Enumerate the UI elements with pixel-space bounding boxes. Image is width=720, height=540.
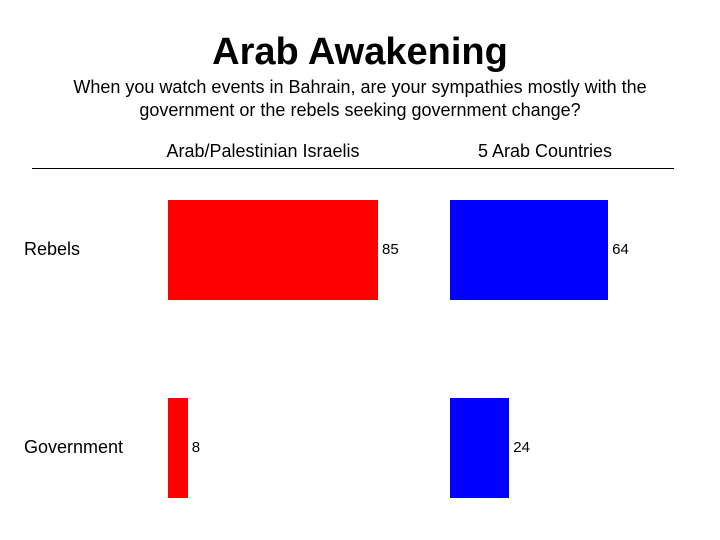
chart-subtitle: When you watch events in Bahrain, are yo… — [73, 77, 647, 120]
series-header-5-arab-countries: 5 Arab Countries — [477, 141, 613, 161]
data-label-arab-palestinian-israelis-rebels: 85 — [382, 241, 399, 258]
chart-title: Arab Awakening — [212, 31, 508, 73]
bar-5-arab-countries-government — [450, 398, 510, 498]
data-label-arab-palestinian-israelis-government: 8 — [191, 439, 201, 456]
bar-5-arab-countries-rebels — [450, 200, 609, 300]
category-label-government: Government — [24, 437, 124, 457]
series-header-arab-palestinian-israelis: Arab/Palestinian Israelis — [166, 141, 360, 161]
data-label-5-arab-countries-rebels: 64 — [612, 241, 629, 258]
bar-arab-palestinian-israelis-government — [168, 398, 188, 498]
category-label-rebels: Rebels — [24, 239, 81, 259]
data-label-5-arab-countries-government: 24 — [513, 439, 530, 456]
bar-arab-palestinian-israelis-rebels — [168, 200, 378, 300]
header-divider — [32, 168, 674, 169]
